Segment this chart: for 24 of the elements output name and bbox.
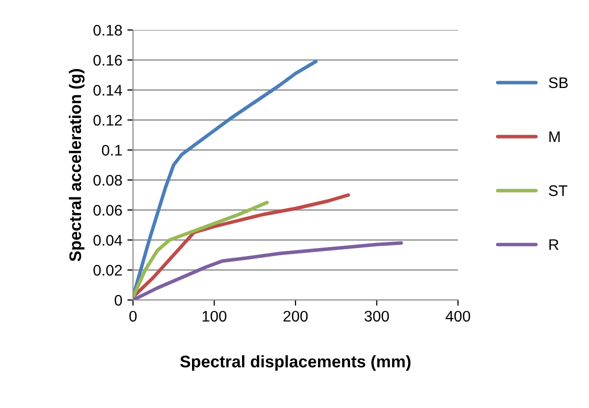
x-axis-title: Spectral displacements (mm)	[180, 355, 410, 371]
x-tick-label: 0	[129, 310, 137, 322]
y-tick-label: 0.12	[93, 114, 122, 126]
legend-label: ST	[548, 185, 568, 196]
legend-label: M	[549, 131, 560, 142]
line-series	[133, 200, 269, 299]
x-tick-label: 200	[284, 310, 308, 322]
legend-label: R	[549, 239, 558, 250]
line-series	[133, 193, 350, 299]
y-tick-label: 0	[114, 294, 122, 306]
x-tick-label: 100	[202, 310, 226, 322]
legend-label: SB	[548, 77, 568, 88]
y-tick-label: 0.18	[93, 24, 122, 36]
y-tick-label: 0.14	[93, 84, 122, 96]
x-tick-label: 300	[364, 310, 389, 322]
line-series	[133, 241, 403, 300]
y-tick-label: 0.04	[93, 234, 122, 246]
y-tick-label: 0.08	[93, 174, 122, 186]
y-tick-label: 0.1	[102, 144, 122, 156]
y-axis-title: Spectral acceleration (g)	[68, 69, 85, 262]
y-tick-label: 0.16	[93, 54, 122, 66]
x-tick-label: 400	[446, 310, 470, 322]
y-tick-label: 0.02	[93, 264, 122, 276]
y-tick-label: 0.06	[93, 204, 122, 216]
